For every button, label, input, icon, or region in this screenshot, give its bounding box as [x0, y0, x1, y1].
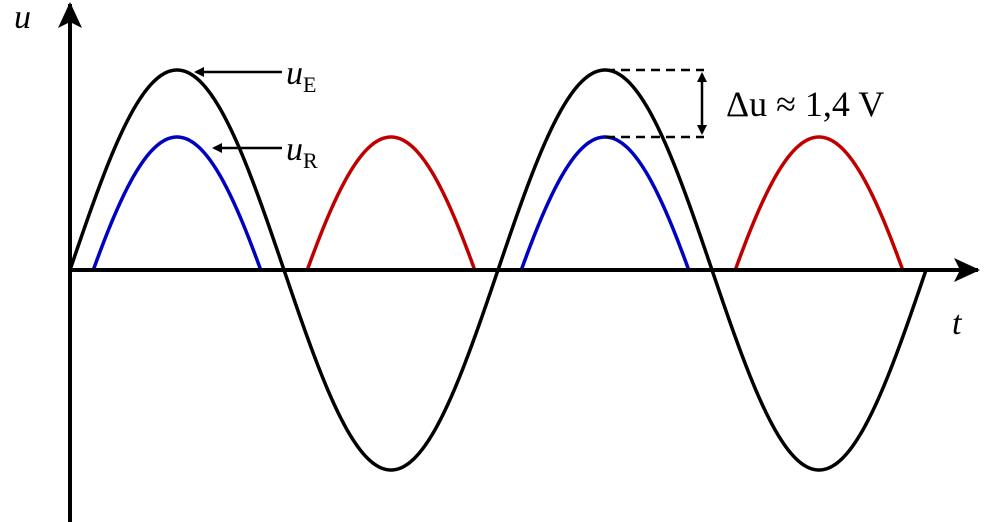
label-main: u — [286, 55, 303, 92]
y-axis-label: u — [14, 0, 31, 36]
rectified-voltage — [519, 135, 691, 271]
label-sub: E — [303, 72, 316, 97]
label-sub: R — [303, 148, 318, 173]
x-axis-label: t — [952, 305, 963, 342]
rectified-voltage — [733, 135, 905, 271]
annotation: Δu ≈ 1,4 V — [726, 84, 884, 124]
rectified-voltage — [305, 135, 477, 271]
label-ue: uE — [286, 55, 316, 97]
label-main: u — [286, 131, 303, 168]
label-ur: uR — [286, 131, 318, 173]
rectified-voltage — [91, 135, 263, 271]
